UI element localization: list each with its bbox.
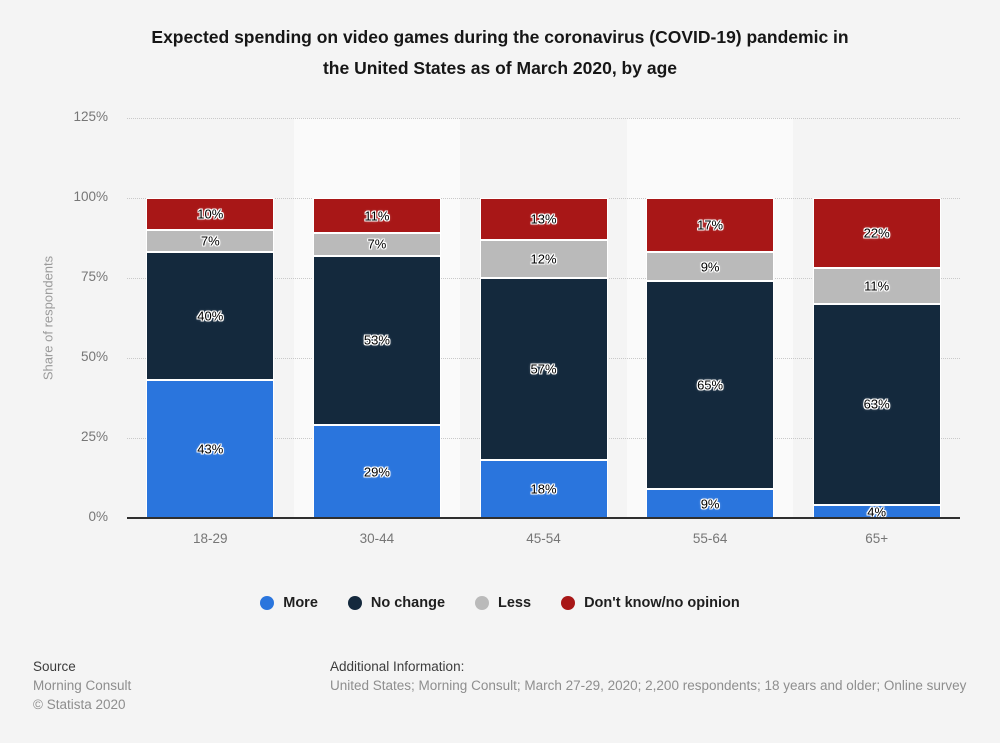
value-label: 7% (367, 236, 387, 252)
value-label: 13% (530, 211, 557, 227)
y-tick-label-75: 75% (80, 269, 108, 284)
value-label: 7% (200, 233, 220, 249)
value-label: 17% (697, 217, 724, 233)
copyright: © Statista 2020 (33, 697, 126, 712)
y-tick-label-125: 125% (73, 109, 108, 124)
value-label: 43% (197, 441, 224, 457)
value-label: 63% (863, 396, 890, 412)
x-tick-label-65+: 65+ (865, 531, 889, 546)
bar-segment-55-64-don-t-know-no-opinion (646, 198, 775, 253)
value-label: 11% (364, 208, 390, 224)
source-label: Source (33, 659, 76, 674)
value-label: 29% (363, 464, 390, 480)
legend-item-more: More (260, 595, 318, 611)
y-tick-label-100: 100% (73, 189, 108, 204)
bar-segment-65+-less (812, 268, 941, 304)
y-tick-label-0: 0% (88, 509, 108, 524)
x-tick-label-18-29: 18-29 (193, 531, 228, 546)
x-tick-label-45-54: 45-54 (526, 531, 561, 546)
source-name: Morning Consult (33, 678, 132, 693)
legend-item-no-change: No change (347, 595, 446, 611)
legend-label: Don't know/no opinion (584, 595, 740, 611)
value-label: 9% (700, 496, 720, 512)
bar-segment-18-29-don-t-know-no-opinion (146, 198, 275, 230)
value-label: 18% (530, 481, 557, 497)
bar-segment-30-44-don-t-know-no-opinion (312, 198, 441, 234)
chart-title-line-2: the United States as of March 2020, by a… (322, 58, 677, 78)
value-label: 10% (197, 206, 224, 222)
x-tick-label-30-44: 30-44 (359, 531, 395, 546)
value-label: 4% (867, 504, 887, 520)
value-label: 11% (864, 278, 890, 294)
bar-segment-30-44-more (312, 425, 441, 518)
chart-title: Expected spending on video games during … (0, 22, 1000, 84)
value-label: 57% (530, 361, 557, 377)
bar-segment-30-44-less (312, 233, 441, 256)
legend-label: Less (498, 595, 532, 611)
legend-marker-icon (260, 596, 275, 610)
legend-marker-icon (561, 596, 576, 610)
additional-info-text: United States; Morning Consult; March 27… (330, 678, 967, 693)
value-label: 53% (363, 332, 390, 348)
bar-segment-45-54-less (479, 239, 608, 278)
bar-segment-55-64-no-change (646, 281, 775, 490)
value-label: 22% (863, 225, 890, 241)
legend: More No change Less Don't know/no opinion (0, 595, 1000, 611)
bar-segment-18-29-more (146, 380, 275, 518)
y-axis-title: Share of respondents (40, 255, 56, 381)
value-label: 9% (700, 259, 720, 275)
y-tick-label-50: 50% (80, 349, 108, 364)
legend-label: No change (370, 595, 446, 611)
footer-additional-block: Additional Information: United States; M… (330, 657, 966, 695)
x-tick-label-55-64: 55-64 (692, 531, 728, 546)
legend-item-don-t-know-no-opinion: Don't know/no opinion (561, 595, 740, 611)
legend-marker-icon (347, 596, 362, 610)
additional-info-label: Additional Information: (330, 659, 465, 674)
bar-segment-65+-no-change (812, 303, 941, 506)
legend-item-less: Less (475, 595, 531, 611)
bar-segment-45-54-more (479, 460, 608, 518)
value-label: 40% (197, 308, 224, 324)
bar-segment-18-29-no-change (146, 252, 275, 381)
legend-marker-icon (475, 596, 490, 610)
bar-segment-18-29-less (146, 230, 275, 253)
bar-segment-45-54-no-change (479, 278, 608, 461)
gridline-125 (127, 118, 960, 119)
legend-label: More (283, 595, 318, 611)
value-label: 12% (530, 251, 557, 267)
x-axis-line (127, 517, 960, 519)
footer-source-block: Source Morning Consult © Statista 2020 (33, 657, 131, 714)
bar-segment-55-64-less (646, 252, 775, 282)
bar-segment-65+-don-t-know-no-opinion (812, 198, 941, 269)
bar-segment-30-44-no-change (312, 255, 441, 426)
bar-segment-45-54-don-t-know-no-opinion (479, 198, 608, 240)
chart-title-line-1: Expected spending on video games during … (151, 27, 849, 47)
y-tick-label-25: 25% (80, 429, 108, 444)
value-label: 65% (697, 377, 724, 393)
